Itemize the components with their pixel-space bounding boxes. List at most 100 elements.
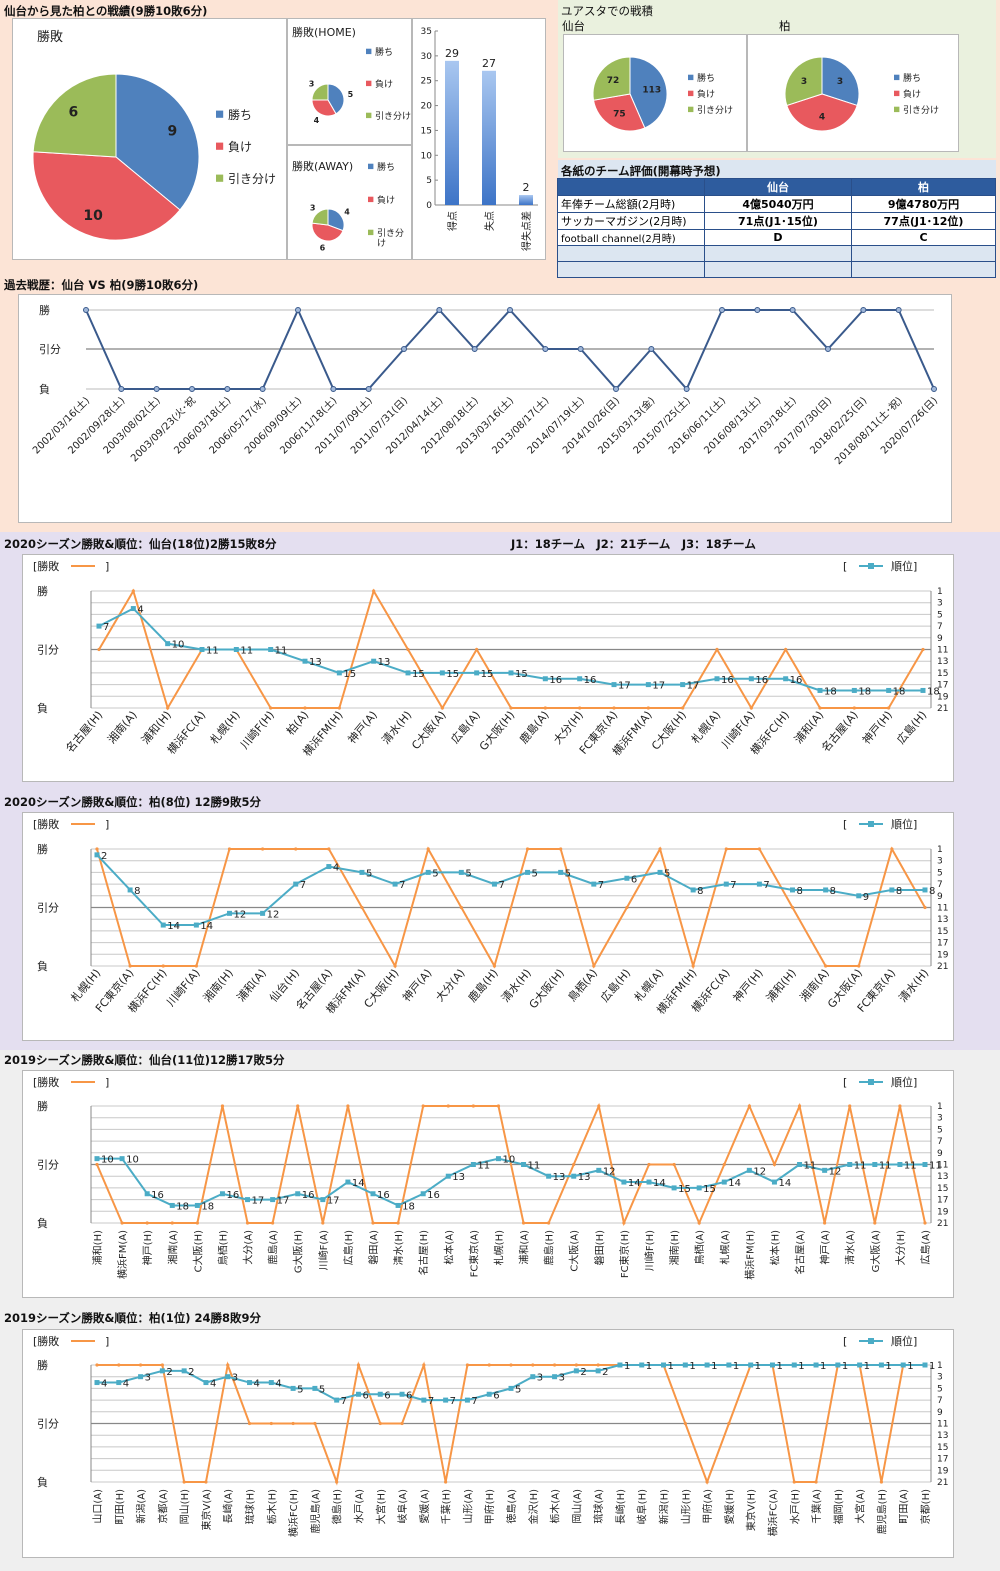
y-tick-label: 25 (421, 77, 432, 87)
evaluation-table: 仙台 柏 年俸チーム総額(2月時) 4億5040万円 9億4780万円 サッカーマガ… (557, 178, 996, 278)
x-tick-label: 大分(H) (550, 708, 586, 747)
rank-point (119, 1156, 125, 1162)
pie-label: 6 (69, 105, 79, 121)
result-point (658, 847, 662, 851)
result-point (194, 964, 198, 968)
rank-point (611, 682, 617, 688)
rank-point (295, 1191, 301, 1197)
rank-value-label: 10 (172, 640, 185, 651)
rank-tick-label: 9 (937, 892, 943, 902)
rank-point (558, 869, 564, 875)
rank-tick-label: 19 (937, 1207, 949, 1217)
y-label: 引分 (37, 1158, 59, 1172)
rank-value-label: 18 (858, 686, 871, 697)
legend-label: 引き分け (697, 105, 733, 116)
result-point (521, 1221, 526, 1225)
yuasta-kashiwa-box: 3 4 3 勝ち 負け 引き分け (747, 34, 959, 152)
rank-point (225, 1374, 231, 1380)
rank-point (245, 1197, 251, 1203)
x-tick-label: 神戸(H) (859, 708, 895, 747)
eval-cell (851, 245, 996, 262)
rank-point (646, 1179, 652, 1185)
result-point (814, 1480, 818, 1484)
result-line (96, 1102, 926, 1227)
rank-value-label: 14 (728, 1178, 741, 1189)
rank-value-label: 11 (240, 646, 253, 657)
x-tick-label: 仙台(H) (266, 966, 302, 1005)
rank-value-label: 17 (327, 1196, 340, 1207)
rank-value-label: 3 (559, 1373, 565, 1384)
rank-value-label: 11 (275, 646, 288, 657)
rank-value-label: 14 (778, 1178, 791, 1189)
rank-value-label: 2 (101, 851, 107, 862)
rank-value-label: 4 (137, 605, 143, 616)
rank-value-label: 7 (498, 880, 504, 891)
legend-right-open: [ (843, 560, 847, 573)
x-tick-label: 岡山(A) (571, 1489, 583, 1524)
x-tick-label: 名古屋(H) (417, 1230, 430, 1275)
bar-value-label: 2 (523, 181, 530, 194)
goals-bar-box: 0 5 10 15 20 25 30 35 29 得点 27 失点 2 得失点差 (412, 18, 546, 260)
result-point (195, 1221, 199, 1225)
rank-point (645, 682, 651, 688)
rank-tick-label: 9 (937, 1149, 943, 1159)
x-tick-label: 金沢(H) (527, 1489, 540, 1524)
rank-value-label: 1 (929, 1361, 935, 1372)
x-tick-label: 岡山(H) (179, 1489, 191, 1524)
result-point (465, 1363, 470, 1367)
pie-label: 5 (348, 90, 354, 99)
rank-value-label: 1 (798, 1361, 804, 1372)
rank-point (657, 869, 663, 875)
rank-point (835, 1362, 841, 1368)
result-point (245, 1221, 250, 1225)
rank-point (355, 1391, 361, 1397)
x-tick-label: 水戸(A) (353, 1489, 365, 1524)
rank-point (595, 1368, 601, 1374)
x-tick-label: 鹿島(A) (267, 1230, 280, 1265)
rank-point (508, 1385, 514, 1391)
rank-point (872, 1162, 878, 1167)
x-tick-label: 松本(A) (442, 1230, 455, 1265)
rank-point (359, 869, 365, 875)
result-point (923, 1221, 927, 1225)
rank-value-label: 11 (477, 1161, 490, 1172)
rank-tick-label: 13 (937, 1431, 948, 1441)
rank-point (748, 1362, 754, 1368)
y-label: 勝 (37, 842, 48, 856)
result-point (138, 1363, 143, 1367)
rank-value-label: 16 (377, 1190, 390, 1201)
result-point (337, 706, 341, 710)
rank-point (226, 910, 232, 916)
rank-point (371, 658, 377, 664)
rank-value-label: 2 (188, 1367, 194, 1378)
rank-point (165, 641, 171, 647)
rank-value-label: 14 (352, 1178, 365, 1189)
rank-point (690, 887, 696, 893)
rank-tick-label: 1 (937, 1102, 943, 1112)
pie-label: 3 (309, 79, 315, 88)
rank-point (769, 1362, 775, 1368)
pie-label: 75 (613, 110, 626, 120)
pie-label: 10 (83, 208, 103, 224)
result-point (757, 847, 762, 851)
pie-slice (786, 93, 858, 132)
rank-tick-label: 15 (937, 1184, 948, 1194)
legend-right-label: 順位] (891, 817, 917, 831)
rank-tick-label: 21 (937, 704, 948, 714)
x-tick-label: 2018/08/11(土･祝) (832, 394, 905, 467)
rank-point (370, 1191, 376, 1197)
pie-label: 4 (819, 112, 825, 122)
result-point (426, 847, 430, 851)
legend-swatch (688, 106, 694, 113)
rank-point (268, 647, 274, 652)
rank-point (856, 893, 862, 899)
rank-value-label: 11 (206, 646, 219, 657)
result-point (789, 307, 796, 313)
rank-value-label: 5 (565, 868, 571, 879)
rank-point (94, 852, 100, 858)
x-tick-label: 浦和(H) (91, 1230, 104, 1265)
x-tick-label: 札幌(A) (631, 966, 666, 1004)
bar (519, 195, 533, 205)
